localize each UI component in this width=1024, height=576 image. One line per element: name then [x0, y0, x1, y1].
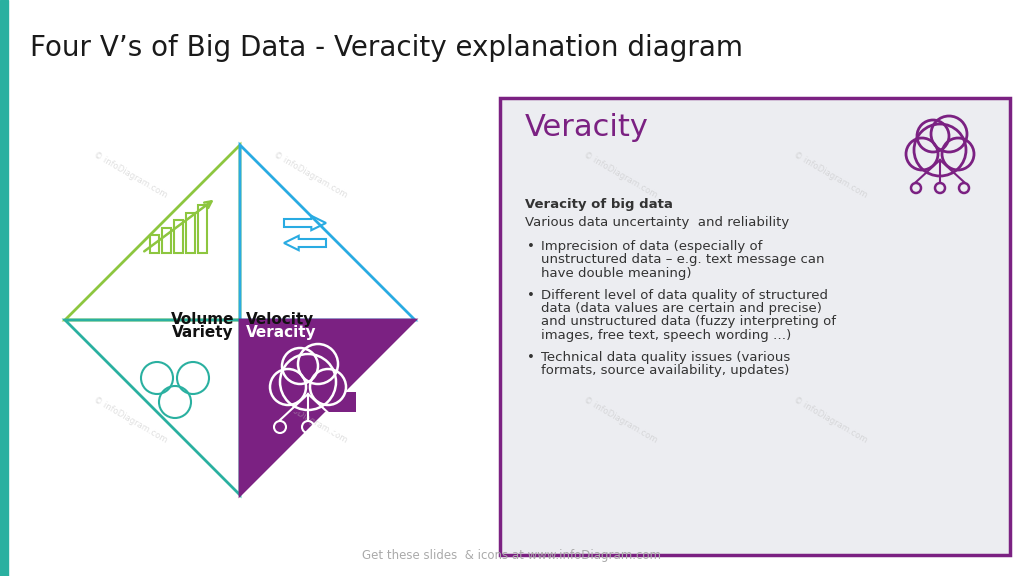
Bar	[0, 0, 8, 576]
Text: Veracity: Veracity	[525, 113, 649, 142]
Bar	[173, 220, 182, 253]
Text: data (data values are certain and precise): data (data values are certain and precis…	[541, 302, 822, 315]
Text: •: •	[527, 240, 535, 253]
Text: Velocity: Velocity	[246, 312, 314, 327]
Bar	[150, 235, 159, 253]
Circle shape	[298, 344, 338, 384]
Text: Veracity of big data: Veracity of big data	[525, 198, 673, 211]
Text: © infoDiagram.com: © infoDiagram.com	[271, 395, 348, 445]
Text: Different level of data quality of structured: Different level of data quality of struc…	[541, 289, 828, 301]
Circle shape	[931, 116, 967, 152]
Text: © infoDiagram.com: © infoDiagram.com	[582, 395, 658, 445]
Text: © infoDiagram.com: © infoDiagram.com	[91, 150, 168, 200]
Text: Get these slides  & icons at www.infoDiagram.com: Get these slides & icons at www.infoDiag…	[362, 548, 662, 562]
Bar	[162, 228, 171, 253]
Text: and unstructured data (fuzzy interpreting of: and unstructured data (fuzzy interpretin…	[541, 316, 836, 328]
Text: have double meaning): have double meaning)	[541, 267, 691, 280]
Text: Technical data quality issues (various: Technical data quality issues (various	[541, 351, 791, 363]
Circle shape	[942, 138, 974, 170]
Circle shape	[270, 369, 306, 405]
Text: Imprecision of data (especially of: Imprecision of data (especially of	[541, 240, 763, 253]
Circle shape	[280, 354, 336, 410]
Circle shape	[310, 369, 346, 405]
Text: © infoDiagram.com: © infoDiagram.com	[271, 150, 348, 200]
Circle shape	[918, 120, 949, 152]
Text: •: •	[527, 351, 535, 363]
Text: images, free text, speech wording …): images, free text, speech wording …)	[541, 329, 792, 342]
Text: © infoDiagram.com: © infoDiagram.com	[582, 150, 658, 200]
Bar	[198, 205, 207, 253]
Bar	[896, 158, 984, 172]
Text: formats, source availability, updates): formats, source availability, updates)	[541, 364, 790, 377]
Circle shape	[914, 124, 966, 176]
Text: Veracity: Veracity	[246, 325, 316, 340]
Bar	[500, 98, 1010, 555]
Bar	[185, 213, 195, 253]
Text: Volume: Volume	[171, 312, 234, 327]
Text: Four V’s of Big Data - Veracity explanation diagram: Four V’s of Big Data - Veracity explanat…	[30, 34, 743, 62]
Polygon shape	[240, 320, 415, 495]
Circle shape	[906, 138, 938, 170]
Text: •: •	[527, 289, 535, 301]
Circle shape	[282, 348, 318, 384]
Text: unstructured data – e.g. text message can: unstructured data – e.g. text message ca…	[541, 253, 824, 267]
Text: © infoDiagram.com: © infoDiagram.com	[792, 395, 868, 445]
Text: Variety: Variety	[172, 325, 234, 340]
Text: © infoDiagram.com: © infoDiagram.com	[91, 395, 168, 445]
Bar	[260, 392, 356, 412]
Text: Various data uncertainty  and reliability: Various data uncertainty and reliability	[525, 216, 790, 229]
Text: © infoDiagram.com: © infoDiagram.com	[792, 150, 868, 200]
